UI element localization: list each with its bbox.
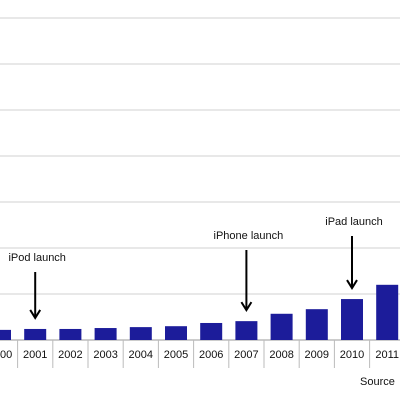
x-tick-label: 2005 <box>164 349 188 361</box>
bar <box>94 328 117 340</box>
bar <box>341 299 363 340</box>
x-tick-label: 2004 <box>129 349 153 361</box>
source-note: Source <box>360 376 395 388</box>
x-tick-label: 2009 <box>305 349 329 361</box>
x-tick-label: 2010 <box>340 349 364 361</box>
annotation-label: iPod launch <box>8 252 66 264</box>
bar <box>129 327 152 340</box>
x-tick-label: 2006 <box>199 349 223 361</box>
x-tick-label: 2000 <box>0 349 12 361</box>
bar <box>235 321 258 340</box>
bar <box>270 313 293 340</box>
bar <box>200 322 223 340</box>
bar <box>305 309 328 340</box>
x-tick-label: 2003 <box>93 349 117 361</box>
bar <box>24 328 47 340</box>
bar <box>376 284 399 340</box>
arrow-head <box>346 279 358 290</box>
bar <box>59 328 82 340</box>
x-tick-label: 2002 <box>58 349 82 361</box>
x-tick-label: 2007 <box>234 349 258 361</box>
x-tick-label: 2008 <box>269 349 293 361</box>
bar <box>165 326 187 340</box>
x-tick-label: 2001 <box>23 349 47 361</box>
bar <box>0 329 11 340</box>
annotation-label: iPhone launch <box>214 230 284 242</box>
arrow-head <box>29 309 42 320</box>
x-tick-label: 2011 <box>375 349 399 361</box>
arrow-head <box>240 301 253 313</box>
annotation-label: iPad launch <box>325 216 383 228</box>
